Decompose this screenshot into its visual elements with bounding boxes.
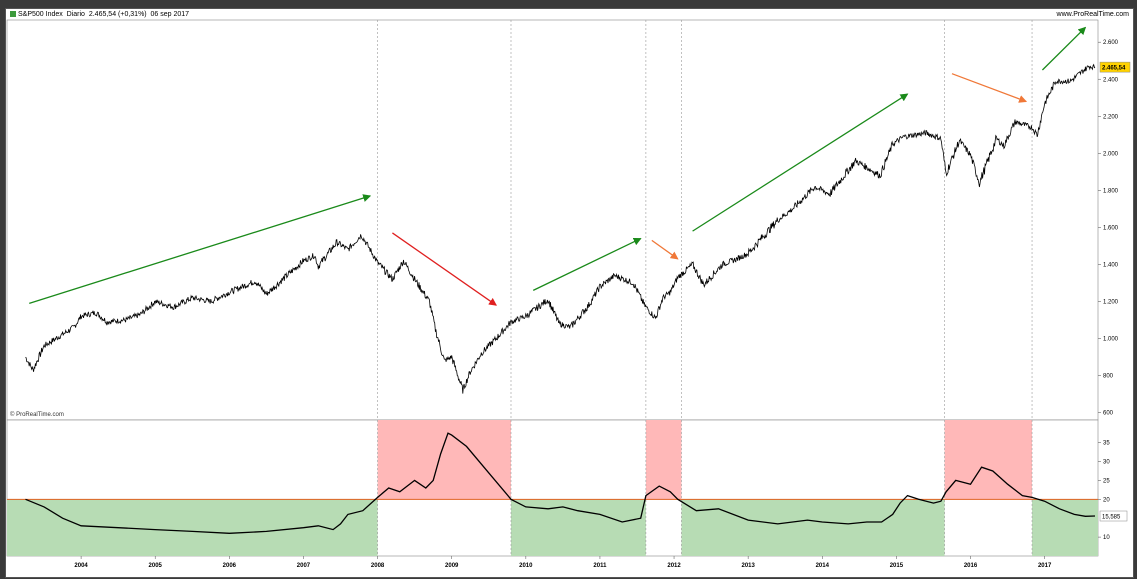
price-y-tick-label: 1.600	[1103, 225, 1119, 231]
x-tick-label: 2013	[741, 563, 755, 569]
header-website[interactable]: www.ProRealTime.com	[1056, 11, 1129, 18]
x-tick-label: 2004	[74, 563, 88, 569]
vol-y-tick-label: 20	[1103, 497, 1110, 503]
header-date: 06 sep 2017	[150, 11, 190, 18]
x-tick-label: 2005	[149, 563, 163, 569]
trend-arrow-red-1	[392, 232, 497, 306]
price-y-tick-label: 2.000	[1103, 151, 1119, 157]
trend-arrow-orange-5	[951, 73, 1028, 103]
vol-y-tick-label: 35	[1103, 441, 1110, 447]
price-y-tick-label: 1.200	[1103, 299, 1119, 305]
green-zone-0	[7, 499, 378, 556]
trend-arrow-orange-3	[651, 239, 679, 260]
price-y-tick-label: 2.400	[1103, 77, 1119, 83]
vol-y-tick-label: 25	[1103, 478, 1110, 484]
green-zone-4	[681, 499, 945, 556]
last-price-change: 2.465,54 (+0,31%)	[88, 11, 147, 18]
price-y-tick-label: 800	[1103, 374, 1114, 380]
red-zone-1	[377, 420, 511, 500]
price-y-tick-label: 1.000	[1103, 337, 1119, 343]
vol-y-tick-label: 30	[1103, 460, 1110, 466]
trend-arrow-green-2	[532, 237, 642, 291]
x-tick-label: 2008	[371, 563, 385, 569]
chart-icon	[10, 11, 16, 17]
vol-y-tick-label: 10	[1103, 535, 1110, 541]
x-tick-label: 2009	[445, 563, 459, 569]
trend-arrow-green-6	[1041, 26, 1087, 71]
watermark-text: © ProRealTime.com	[10, 411, 64, 418]
red-zone-5	[944, 420, 1033, 500]
green-zone-6	[1032, 499, 1098, 556]
chart-header: S&P500 Index Diario 2.465,54 (+0,31%) 06…	[10, 11, 189, 18]
x-tick-label: 2016	[964, 563, 978, 569]
x-tick-label: 2012	[667, 563, 681, 569]
trend-arrow-green-4	[692, 93, 909, 232]
x-tick-label: 2006	[223, 563, 237, 569]
x-tick-label: 2014	[816, 563, 830, 569]
price-y-tick-label: 2.200	[1103, 114, 1119, 120]
timeframe: Diario	[66, 11, 85, 18]
price-panel	[6, 19, 1099, 421]
instrument-name: S&P500 Index	[18, 11, 63, 18]
price-y-tick-label: 2.600	[1103, 40, 1119, 46]
last-vol-label: 15,585	[1102, 515, 1121, 521]
x-tick-label: 2011	[593, 563, 607, 569]
x-tick-label: 2010	[519, 563, 533, 569]
x-tick-label: 2015	[890, 563, 904, 569]
trend-arrow-green-0	[29, 194, 372, 304]
volatility-line	[25, 432, 1096, 534]
last-vol-box	[1099, 510, 1128, 522]
red-zone-3	[645, 420, 682, 500]
price-y-tick-label: 1.400	[1103, 262, 1119, 268]
x-tick-label: 2007	[297, 563, 311, 569]
last-price-label: 2.465,54	[1102, 66, 1126, 72]
price-y-tick-label: 600	[1103, 411, 1114, 417]
x-tick-label: 2017	[1038, 563, 1052, 569]
price-y-tick-label: 1.800	[1103, 188, 1119, 194]
green-zone-2	[510, 499, 646, 556]
price-line	[25, 63, 1096, 394]
last-price-box	[1099, 61, 1131, 73]
